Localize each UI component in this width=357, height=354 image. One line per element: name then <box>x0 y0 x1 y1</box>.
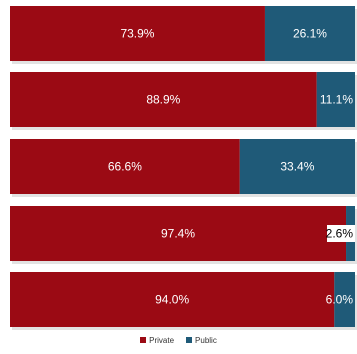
bar-row: 73.9% 26.1% <box>10 6 357 64</box>
data-label-private: 73.9% <box>120 27 154 41</box>
data-label-public: 11.1% <box>320 93 353 107</box>
bar-segment-public <box>316 72 355 127</box>
data-label-public: 26.1% <box>293 27 327 41</box>
data-label-public: 2.6% <box>326 227 354 241</box>
data-label-box <box>327 225 355 242</box>
data-label-private: 88.9% <box>146 93 180 107</box>
legend-swatch-public <box>186 337 193 343</box>
bar-segment-private <box>10 72 317 127</box>
legend-item-public: Public <box>186 336 217 345</box>
data-label-public: 33.4% <box>280 160 314 174</box>
bar-segment-public <box>239 139 355 194</box>
legend-label-public: Public <box>195 335 217 345</box>
bar-segment-private <box>10 272 335 327</box>
data-label-public: 6.0% <box>326 293 354 307</box>
legend-label-private: Private <box>149 335 175 345</box>
bar-segment-public <box>334 272 355 327</box>
stacked-bar-chart: 73.9% 26.1%88.9% 11.1%66.6% 33.4%97.4% 2.6%9… <box>10 6 357 330</box>
bar-row: 88.9% 11.1% <box>10 72 357 130</box>
bar-segment-public <box>264 6 355 61</box>
bar-segment-private <box>10 6 265 61</box>
bar-segment-private <box>10 139 240 194</box>
bar-segment-private <box>10 206 347 261</box>
data-label-private: 94.0% <box>155 293 189 307</box>
chart-legend: Private Public <box>0 333 357 347</box>
legend-item-private: Private <box>140 336 174 345</box>
data-label-private: 66.6% <box>108 160 142 174</box>
legend-swatch-private <box>140 337 147 343</box>
data-label-private: 97.4% <box>161 227 195 241</box>
bar-row: 94.0% 6.0% <box>10 272 357 330</box>
bar-row: 97.4% 2.6% <box>10 206 357 264</box>
bar-row: 66.6% 33.4% <box>10 139 357 197</box>
